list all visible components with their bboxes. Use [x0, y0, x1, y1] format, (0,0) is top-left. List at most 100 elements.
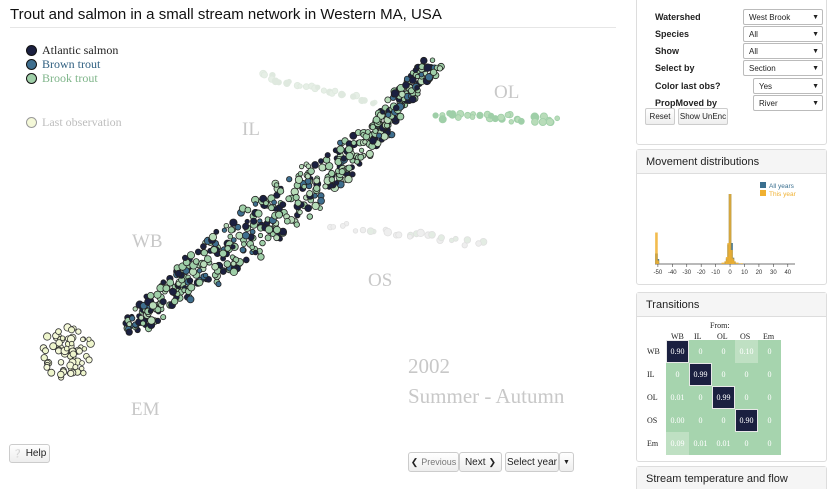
- help-button[interactable]: ❔ Help: [9, 444, 50, 463]
- fish-marker: [241, 231, 250, 240]
- fish-marker: [345, 164, 353, 172]
- chevron-down-icon: ▼: [812, 99, 819, 107]
- title-divider: [10, 27, 616, 28]
- select-by-control: Select by Section ▼: [655, 60, 823, 76]
- matrix-cell: 0: [689, 386, 712, 409]
- watershed-select[interactable]: West Brook ▼: [743, 9, 823, 25]
- matrix-row-label: Em: [647, 439, 659, 448]
- x-tick-label: -10: [711, 270, 720, 276]
- legend-swatch: [760, 190, 766, 196]
- fish-marker: [140, 320, 146, 327]
- transition-matrix: From: WB IL OL OS Em WB 0.90 0 0 0.10 0 IL 0 0.99 0 0 0 O…: [637, 317, 826, 461]
- fish-marker: [239, 246, 246, 254]
- prop-moved-by-select[interactable]: River ▼: [753, 95, 823, 111]
- species-select[interactable]: All ▼: [743, 26, 823, 42]
- chevron-right-icon: ❯: [488, 456, 497, 467]
- fish-marker: [379, 109, 386, 115]
- matrix-col-label: OL: [717, 332, 728, 341]
- fish-marker: [81, 346, 88, 352]
- help-icon: ❔: [12, 449, 23, 458]
- fish-marker: [205, 276, 212, 283]
- fish-marker: [242, 222, 250, 230]
- matrix-col-label: OS: [740, 332, 751, 341]
- fish-marker: [257, 253, 265, 261]
- fish-marker: [146, 292, 155, 300]
- fish-marker: [200, 260, 208, 268]
- fish-marker: [301, 183, 307, 190]
- fish-marker: [384, 96, 392, 104]
- color-last-obs-value: Yes: [759, 81, 773, 91]
- matrix-cell: 0: [712, 363, 735, 386]
- fish-marker: [554, 115, 560, 122]
- show-select[interactable]: All ▼: [743, 43, 823, 59]
- fish-marker: [69, 350, 77, 358]
- region-label-ol: OL: [494, 82, 520, 103]
- fish-marker: [428, 231, 436, 239]
- page-title: Trout and salmon in a small stream netwo…: [10, 6, 442, 23]
- matrix-cell: 0: [758, 409, 781, 432]
- fish-marker: [42, 347, 49, 355]
- fish-marker: [294, 175, 303, 184]
- fish-marker: [396, 112, 405, 121]
- fish-marker: [517, 117, 525, 125]
- fish-marker: [338, 168, 346, 176]
- matrix-col-label: Em: [763, 332, 775, 341]
- fish-marker: [449, 237, 455, 244]
- prop-moved-by-value: River: [759, 98, 778, 108]
- fish-marker: [208, 233, 217, 242]
- fish-marker: [252, 249, 259, 256]
- fish-marker: [357, 153, 365, 161]
- fish-marker: [380, 132, 389, 141]
- fish-marker: [59, 335, 66, 341]
- fish-marker: [211, 262, 219, 271]
- fish-marker: [72, 364, 79, 371]
- chevron-down-icon: ▼: [812, 64, 819, 72]
- fish-marker: [372, 116, 381, 124]
- atlantic-salmon-swatch: [26, 45, 37, 56]
- matrix-cell: 0: [735, 386, 758, 409]
- fish-marker: [339, 222, 346, 229]
- fish-marker: [436, 65, 443, 72]
- fish-marker: [438, 115, 447, 124]
- show-unenc-button[interactable]: Show UnEnc: [678, 108, 728, 125]
- select-by-select[interactable]: Section ▼: [743, 60, 823, 76]
- fish-marker: [349, 171, 356, 178]
- fish-marker: [273, 234, 280, 242]
- stream-panel-title[interactable]: Stream temperature and flow: [637, 467, 826, 489]
- previous-button[interactable]: ❮ Previous: [408, 452, 459, 472]
- histogram-bar: [728, 194, 732, 264]
- fish-marker: [200, 243, 207, 250]
- fish-marker: [311, 161, 319, 169]
- fish-marker: [223, 260, 231, 268]
- fish-marker: [531, 118, 539, 126]
- transitions-panel: Transitions From: WB IL OL OS Em WB 0.90 0 0 0.10…: [636, 292, 827, 462]
- reset-button[interactable]: Reset: [645, 108, 675, 125]
- fish-marker: [171, 297, 179, 305]
- fish-marker: [408, 95, 417, 104]
- fish-marker: [318, 158, 324, 165]
- fish-marker: [344, 175, 353, 184]
- matrix-cell: 0: [758, 363, 781, 386]
- fish-marker: [264, 234, 272, 242]
- fish-marker: [369, 124, 376, 131]
- select-year-button[interactable]: Select year: [505, 452, 559, 472]
- transitions-panel-title: Transitions: [637, 293, 826, 317]
- prop-moved-by-control: PropMoved by River ▼: [655, 95, 823, 111]
- fish-marker: [304, 204, 313, 213]
- fish-marker: [263, 200, 269, 206]
- fish-marker: [463, 236, 472, 244]
- fish-marker: [350, 93, 357, 100]
- color-last-obs-select[interactable]: Yes ▼: [753, 78, 823, 94]
- movement-panel-title: Movement distributions: [637, 150, 826, 174]
- fish-marker: [305, 163, 312, 169]
- fish-marker: [47, 368, 56, 377]
- fish-marker: [68, 326, 76, 334]
- legend-brown-trout: Brown trout: [26, 57, 100, 72]
- stream-network-view[interactable]: Atlantic salmon Brown trout Brook trout …: [0, 30, 625, 470]
- fish-marker: [283, 217, 291, 225]
- chevron-down-icon: ▼: [812, 30, 819, 38]
- legend-atlantic-salmon: Atlantic salmon: [26, 43, 118, 58]
- fish-marker: [420, 56, 428, 65]
- next-button[interactable]: Next ❯: [459, 452, 502, 472]
- select-year-dropdown-toggle[interactable]: ▼: [559, 452, 574, 472]
